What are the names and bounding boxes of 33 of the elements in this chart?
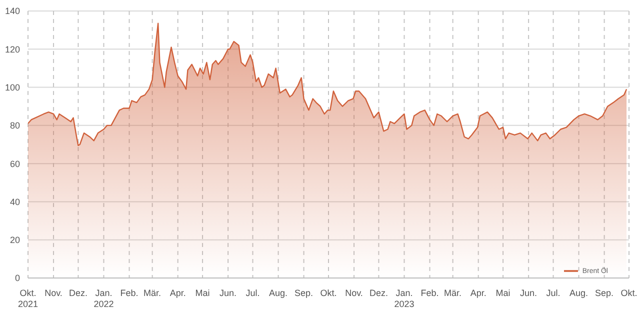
- x-tick-label: Jun.: [220, 288, 237, 298]
- x-tick-label: Apr.: [470, 288, 486, 298]
- x-tick-label: Okt.: [320, 288, 337, 298]
- y-tick-label: 140: [4, 6, 20, 16]
- y-tick-label: 80: [10, 120, 20, 131]
- x-tick-label: Sep.: [294, 288, 314, 298]
- x-tick-label: Feb.: [420, 288, 439, 298]
- x-tick-label: Jul.: [246, 288, 260, 298]
- x-tick-label: Jan. 2022: [94, 288, 114, 309]
- y-tick-label: 40: [10, 196, 20, 207]
- y-tick-label: 0: [14, 273, 20, 284]
- x-tick-label: Dez.: [68, 288, 88, 298]
- x-tick-label: Dez.: [369, 288, 388, 298]
- x-tick-label: Jul.: [546, 288, 560, 298]
- x-tick-label: Mär.: [144, 288, 162, 298]
- x-tick-label: Mär.: [444, 288, 462, 298]
- y-tick-label: 60: [10, 158, 20, 169]
- y-tick-label: 100: [4, 82, 20, 92]
- x-tick-label: Nov.: [44, 288, 62, 298]
- x-tick-label: Jan. 2023: [394, 288, 414, 309]
- x-tick-label: Mai: [496, 288, 510, 298]
- x-tick-label: Aug.: [570, 288, 588, 298]
- y-tick-label: 120: [4, 44, 20, 54]
- x-tick-label: Mai: [195, 288, 210, 298]
- x-tick-label: Jun.: [520, 288, 538, 298]
- x-tick-label: Feb.: [120, 288, 138, 298]
- x-tick-label: Sep.: [595, 288, 614, 298]
- x-tick-label: Aug.: [269, 288, 288, 298]
- x-tick-label: Okt. 2021: [18, 288, 38, 309]
- y-tick-label: 20: [10, 235, 20, 246]
- x-tick-label: Apr.: [170, 288, 186, 298]
- x-tick-label: Nov.: [345, 288, 363, 298]
- x-tick-label: Okt.: [620, 288, 638, 298]
